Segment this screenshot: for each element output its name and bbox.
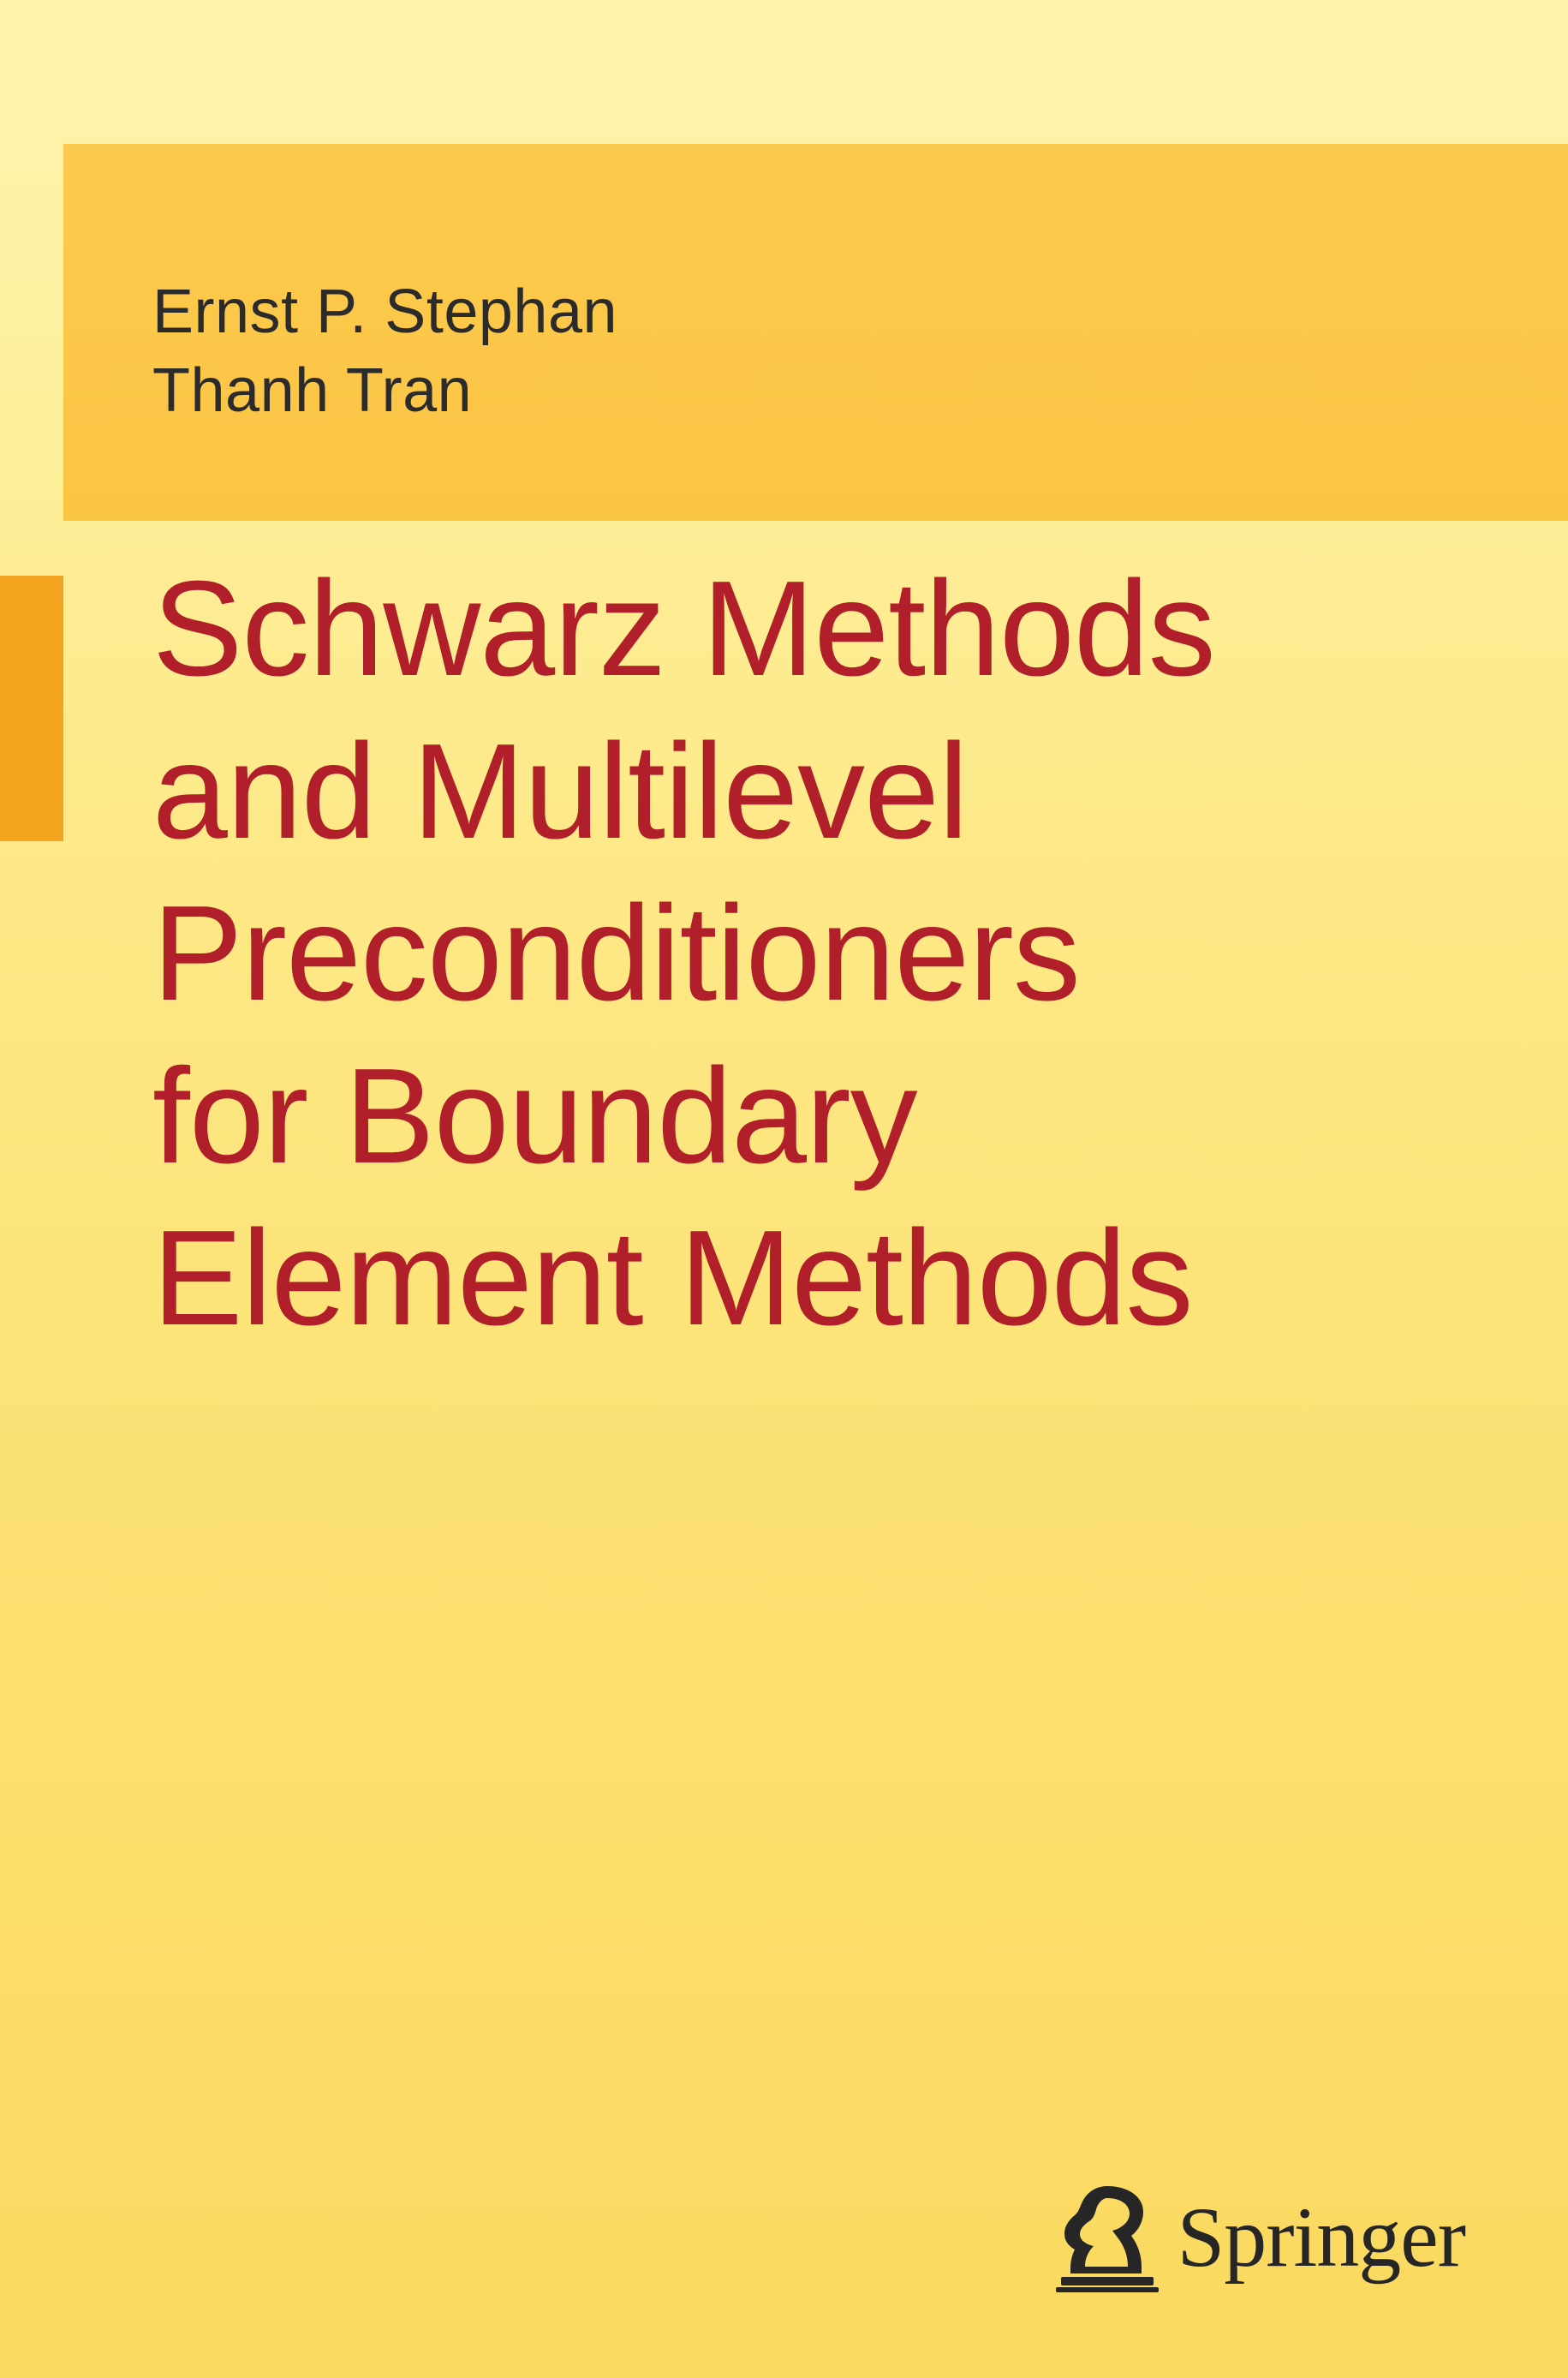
author-band: Ernst P. Stephan Thanh Tran bbox=[63, 144, 1568, 521]
book-title: Schwarz Methods and Multilevel Precondit… bbox=[152, 548, 1465, 1360]
author-line-2: Thanh Tran bbox=[152, 351, 1568, 430]
title-line-2: and Multilevel bbox=[152, 711, 1465, 874]
publisher-block: Springer bbox=[1056, 2181, 1465, 2292]
author-line-1: Ernst P. Stephan bbox=[152, 272, 1568, 351]
title-line-5: Element Methods bbox=[152, 1198, 1465, 1360]
title-line-4: for Boundary bbox=[152, 1036, 1465, 1198]
title-line-3: Preconditioners bbox=[152, 873, 1465, 1036]
accent-tab bbox=[0, 576, 63, 841]
title-line-1: Schwarz Methods bbox=[152, 548, 1465, 711]
springer-horse-icon bbox=[1056, 2181, 1159, 2292]
book-cover: Ernst P. Stephan Thanh Tran Schwarz Meth… bbox=[0, 0, 1568, 2378]
publisher-name: Springer bbox=[1177, 2188, 1465, 2286]
